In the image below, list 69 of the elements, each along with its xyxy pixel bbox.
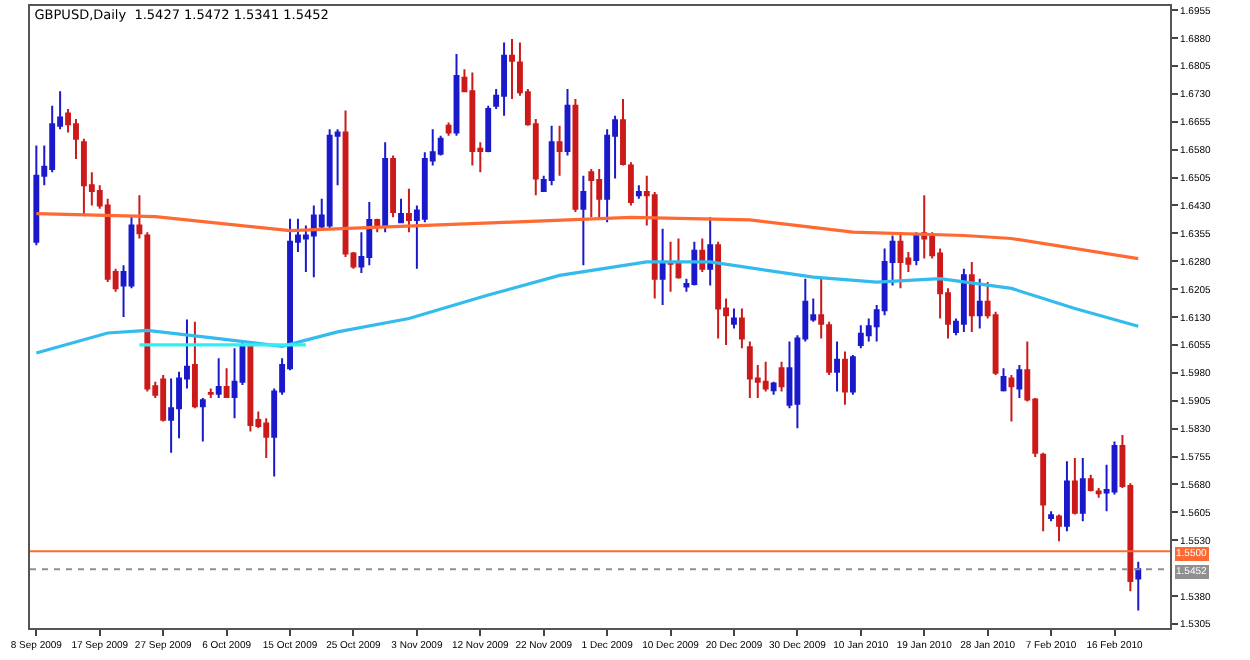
candlestick — [231, 347, 238, 420]
candlestick — [33, 144, 40, 247]
candlestick — [731, 307, 737, 330]
candlestick — [770, 380, 777, 396]
candlestick — [485, 104, 492, 154]
candlestick — [921, 194, 928, 260]
candlestick — [191, 320, 198, 410]
candlestick — [842, 350, 848, 406]
candlestick — [968, 260, 975, 333]
candlestick — [509, 38, 515, 100]
candlestick — [215, 357, 222, 400]
candlestick — [715, 240, 722, 340]
candlestick — [207, 387, 214, 400]
candlestick — [453, 52, 460, 137]
candlestick — [469, 71, 476, 167]
candlestick — [1135, 560, 1142, 612]
candlestick — [445, 121, 452, 137]
candlestick — [976, 277, 983, 330]
candlestick — [366, 201, 373, 267]
candlestick — [1056, 513, 1062, 543]
candlestick — [762, 360, 769, 393]
candlestick — [556, 124, 563, 177]
candlestick — [588, 167, 595, 219]
candlestick — [635, 184, 642, 200]
candlestick — [80, 137, 87, 217]
candlestick — [738, 307, 745, 350]
candlestick — [707, 216, 714, 287]
candlestick — [596, 167, 603, 220]
line-series — [34, 260, 1140, 355]
candlestick — [1008, 374, 1015, 423]
candlestick — [667, 240, 674, 293]
candlestick — [746, 340, 753, 400]
candlestick — [136, 194, 143, 240]
candlestick — [326, 128, 333, 230]
candlestick — [223, 367, 230, 400]
candlestick — [1079, 457, 1086, 523]
candlestick — [263, 417, 270, 459]
candlestick — [144, 231, 151, 393]
line-series — [34, 211, 1140, 261]
candlestick — [501, 41, 508, 117]
candlestick — [160, 374, 167, 423]
candlestick — [168, 377, 175, 454]
candlestick — [857, 324, 864, 350]
candlestick — [406, 187, 412, 234]
candlestick — [1064, 460, 1070, 533]
candlestick — [572, 98, 579, 214]
candlestick — [1048, 510, 1055, 523]
candlestick — [390, 154, 397, 219]
candlestick — [849, 353, 856, 396]
candlestick — [1071, 457, 1078, 516]
candlestick — [834, 340, 840, 393]
candlestick — [913, 231, 920, 267]
candlestick — [960, 267, 967, 333]
candlestick — [1016, 363, 1023, 400]
candlestick — [1087, 473, 1094, 493]
candlestick — [659, 227, 666, 307]
candlestick — [1000, 367, 1007, 393]
candlestick — [580, 174, 587, 267]
candlestick — [897, 231, 904, 290]
candlestick — [564, 87, 571, 157]
candlestick — [778, 360, 785, 393]
candlestick — [382, 141, 389, 234]
candlestick — [627, 161, 634, 207]
candlestick — [199, 397, 206, 443]
candlestick — [1040, 451, 1047, 533]
candlestick — [620, 98, 626, 167]
candlestick — [310, 204, 317, 279]
candlestick — [548, 124, 555, 187]
candlestick — [398, 197, 404, 224]
